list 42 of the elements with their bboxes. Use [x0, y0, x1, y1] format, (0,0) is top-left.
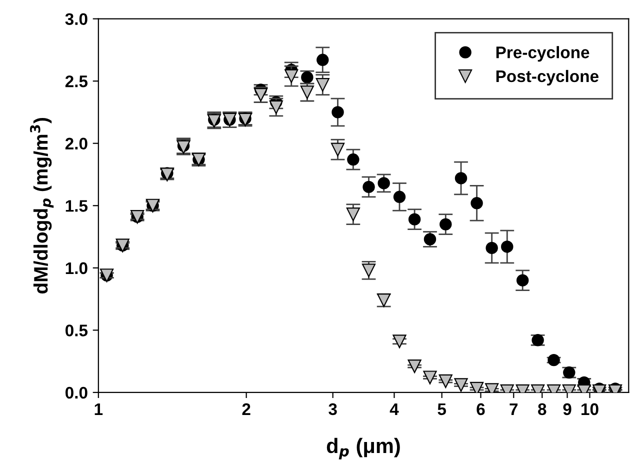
point — [330, 142, 345, 156]
x-axis-title: d$_{p}$ (μm) — [326, 438, 400, 460]
y-tick-label: 0.5 — [66, 324, 88, 336]
x-tick-label: 2 — [242, 403, 250, 415]
point — [454, 172, 468, 184]
point — [362, 264, 376, 278]
point — [346, 208, 360, 222]
point — [486, 242, 498, 254]
x-tick-label: 8 — [538, 403, 546, 416]
x-tick-label: 4 — [390, 403, 399, 415]
point — [516, 274, 529, 286]
y-tick-label: 1.5 — [66, 200, 88, 212]
y-tick-label: 0.0 — [66, 386, 88, 399]
y-tick-label: 1.0 — [66, 262, 88, 274]
legend-label: Pre-cyclone — [496, 46, 590, 62]
point — [470, 197, 483, 210]
point — [378, 177, 390, 190]
point — [392, 334, 406, 348]
point — [408, 213, 421, 226]
x-tick-label: 7 — [510, 403, 518, 415]
y-tick-label: 3.0 — [65, 13, 88, 26]
point — [316, 54, 329, 66]
y-tick-label: 2.0 — [65, 138, 88, 150]
y-axis-title: dM/dlogd$_{p}$ (mg/m$^{3}$) — [30, 118, 54, 294]
x-tick-label: 5 — [438, 403, 446, 416]
point — [393, 190, 406, 204]
point — [440, 218, 452, 230]
x-tick-label: 1 — [94, 403, 103, 415]
point — [548, 354, 560, 366]
point — [332, 106, 344, 118]
point — [501, 240, 514, 253]
point — [347, 153, 360, 166]
legend-label: Post-cyclone — [496, 70, 598, 86]
x-tick-label: 6 — [476, 403, 485, 416]
x-tick-label: 3 — [328, 403, 337, 416]
point — [362, 180, 375, 194]
x-tick-label: 10 — [582, 403, 598, 416]
point — [408, 359, 422, 374]
x-tick-label: 9 — [563, 403, 572, 416]
point — [284, 69, 298, 83]
y-tick-label: 2.5 — [65, 75, 88, 88]
point — [316, 78, 330, 92]
